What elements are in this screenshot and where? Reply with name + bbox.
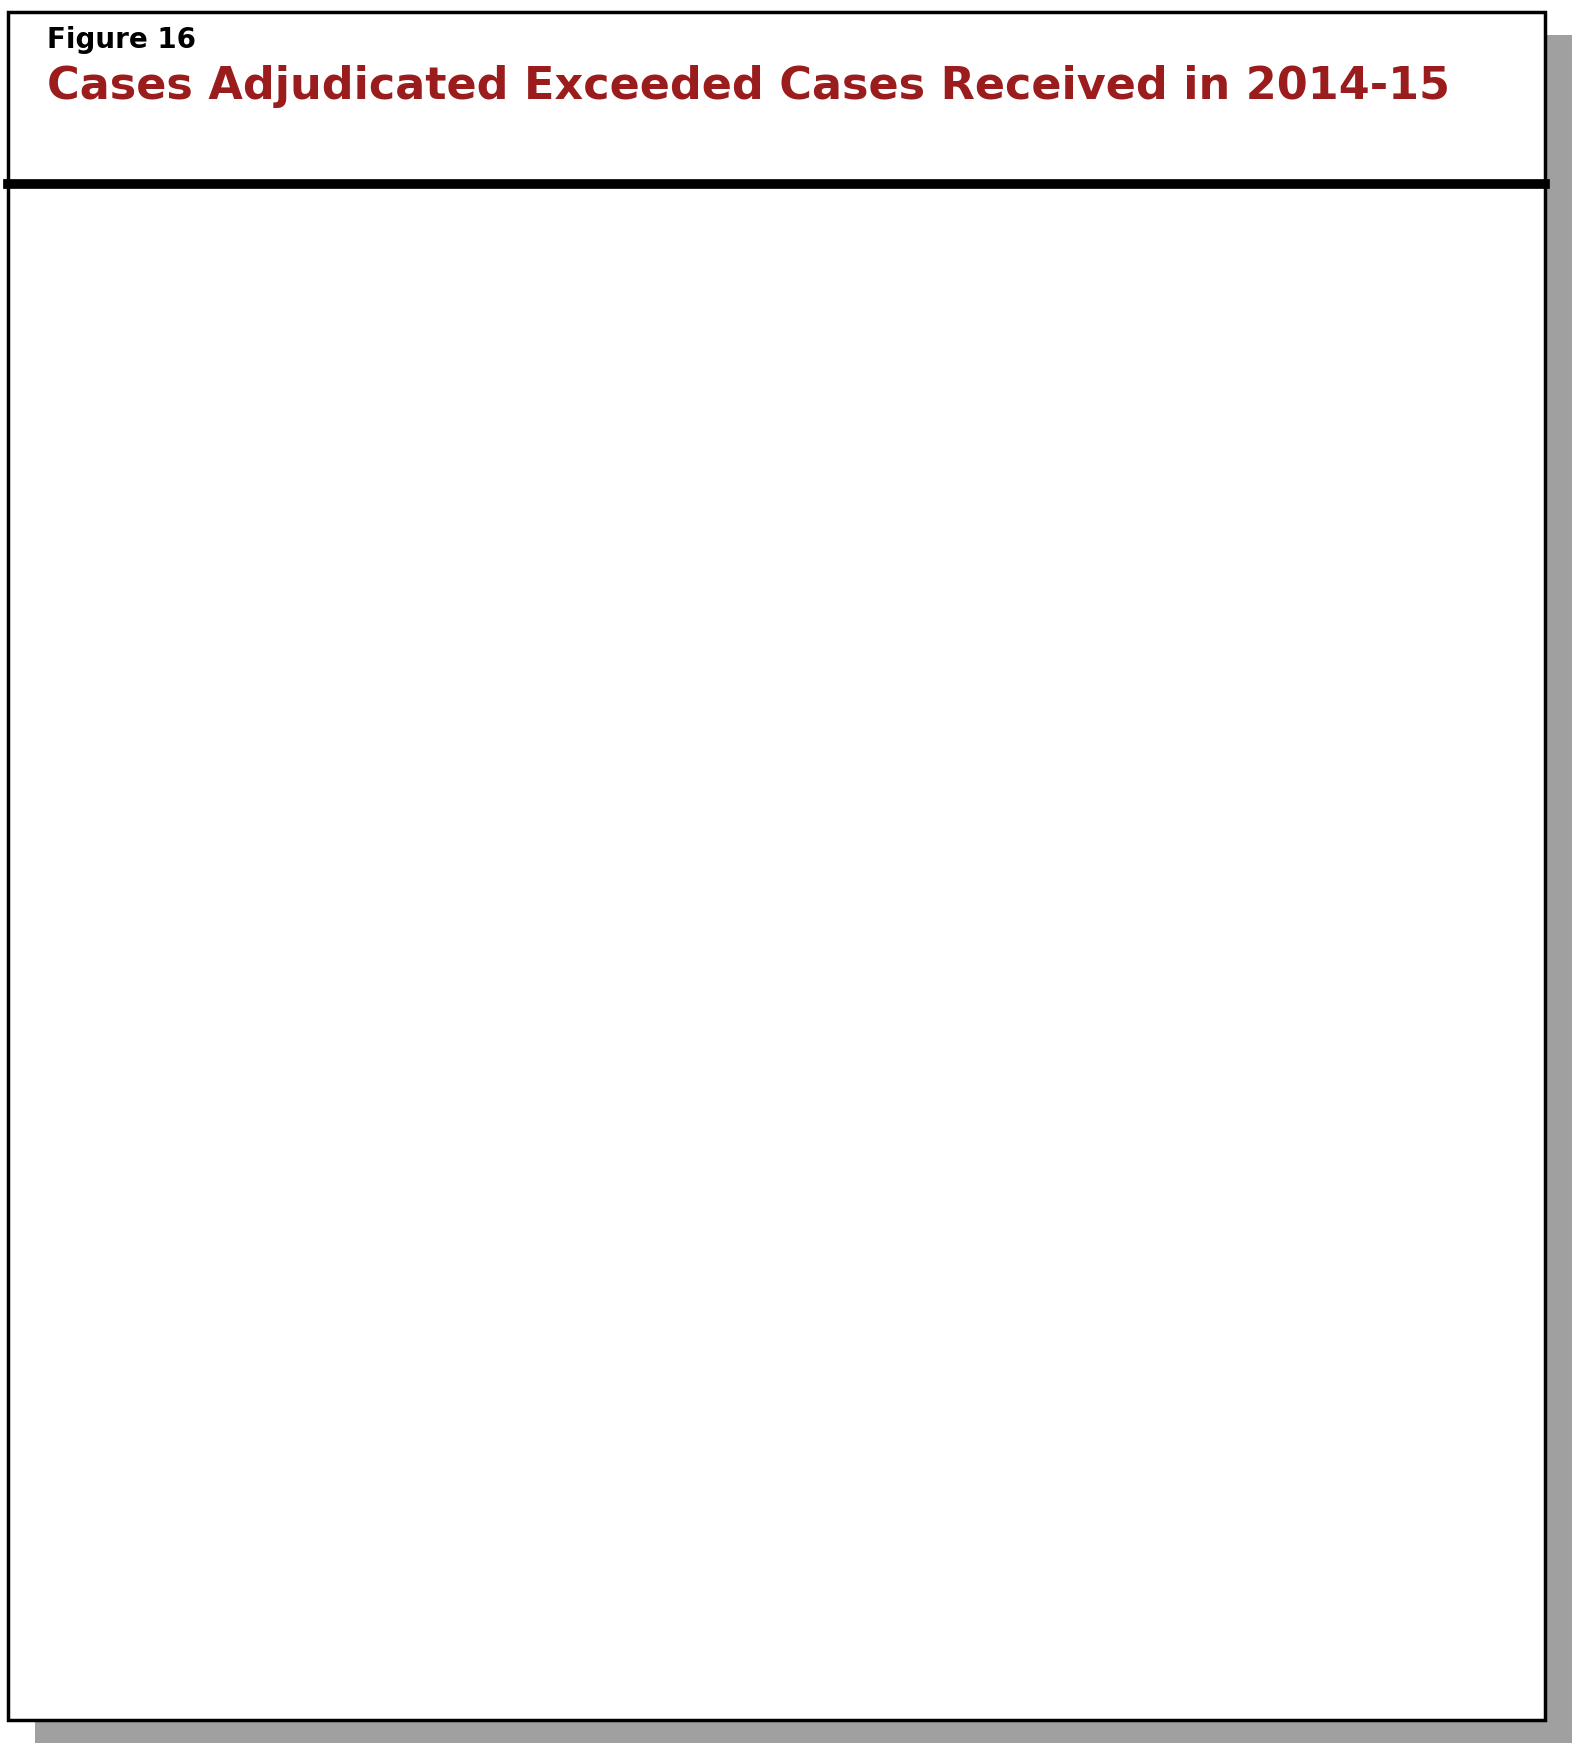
Bar [554,685,656,1656]
Bar [1094,505,1197,1656]
Bar [825,529,927,1656]
Bar [992,415,1094,1656]
Bar [180,524,282,1656]
Legend: Cases Received, Cases Adjudicated: Cases Received, Cases Adjudicated [148,224,516,357]
Bar [451,543,554,1656]
Bar [282,783,386,1656]
Bar [1262,538,1366,1656]
Bar [721,494,823,1656]
Bar [1366,413,1468,1656]
Text: Cases Adjudicated Exceeded Cases Received in 2014-15: Cases Adjudicated Exceeded Cases Receive… [47,65,1451,109]
Text: Figure 16: Figure 16 [47,26,196,54]
